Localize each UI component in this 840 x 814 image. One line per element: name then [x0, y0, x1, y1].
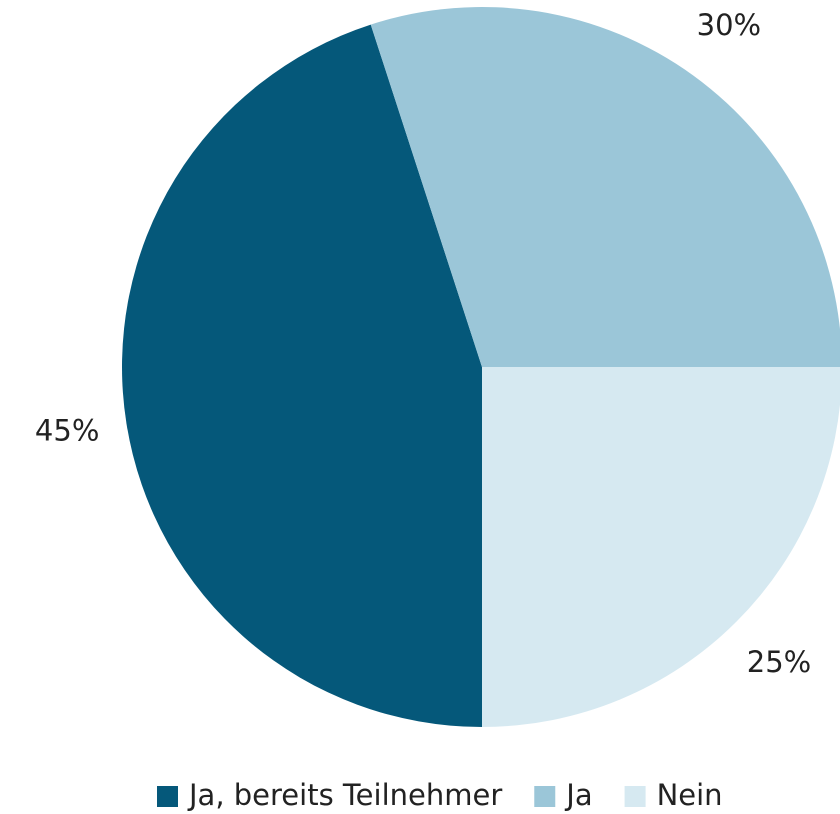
data-label: 45%: [35, 414, 99, 448]
legend-label: Ja: [564, 778, 592, 812]
legend-swatch: [534, 786, 556, 807]
pie-slice: [482, 367, 840, 727]
data-label: 30%: [697, 8, 761, 42]
legend-label: Ja, bereits Teilnehmer: [187, 778, 502, 812]
legend-swatch: [157, 786, 178, 807]
data-label: 25%: [747, 645, 811, 679]
legend-label: Nein: [657, 778, 723, 812]
pie-slice: [370, 7, 840, 367]
legend-swatch: [624, 786, 646, 807]
pie-slice: [122, 24, 482, 728]
